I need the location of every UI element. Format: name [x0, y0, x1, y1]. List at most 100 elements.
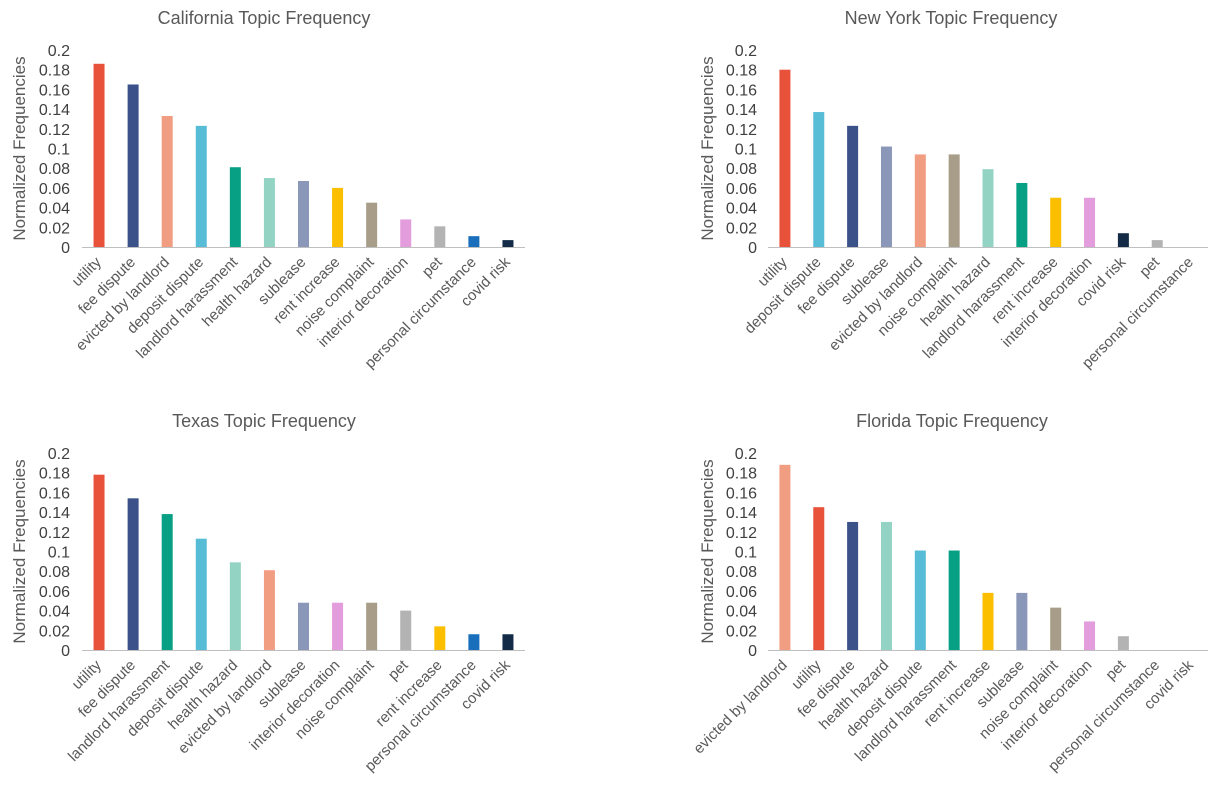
chart-title: New York Topic Frequency: [845, 8, 1058, 28]
y-tick-label: 0.12: [726, 122, 757, 139]
bar-interior-decoration: [332, 602, 344, 650]
bar-noise-complaint: [366, 602, 378, 650]
x-tick-label: evicted by landlord: [690, 657, 790, 757]
y-tick-label: 0.08: [39, 564, 70, 581]
bar-covid-risk: [1117, 233, 1129, 247]
x-tick-label: personal circumstance: [1079, 254, 1197, 372]
y-tick-label: 0.04: [39, 201, 70, 218]
y-axis-label: Normalized Frequencies: [10, 459, 29, 643]
bar-evicted-by-landlord: [263, 570, 275, 650]
bar-health-hazard: [982, 169, 994, 247]
y-tick-label: 0.12: [39, 525, 70, 542]
x-tick-label: pet: [419, 253, 446, 280]
y-tick-label: 0: [748, 643, 757, 660]
y-tick-label: 0.06: [39, 584, 70, 601]
y-axis-label: Normalized Frequencies: [698, 459, 717, 643]
y-tick-label: 0: [748, 240, 757, 257]
y-tick-label: 0.12: [726, 525, 757, 542]
y-tick-label: 0.04: [726, 201, 757, 218]
bar-utility: [93, 474, 105, 650]
y-tick-label: 0.2: [735, 446, 757, 463]
y-tick-label: 0.02: [39, 220, 70, 237]
chart-panel-california-topic-frequency: California Topic Frequency Normalized Fre…: [10, 8, 525, 372]
y-tick-label: 0.1: [48, 142, 70, 159]
y-tick-label: 0.1: [735, 545, 757, 562]
y-tick-label: 0.08: [726, 161, 757, 178]
bar-covid-risk: [502, 634, 514, 650]
bar-utility: [779, 69, 791, 247]
y-tick-label: 0.02: [39, 623, 70, 640]
y-tick-label: 0.16: [39, 485, 70, 502]
y-tick-label: 0.08: [726, 564, 757, 581]
bar-covid-risk: [502, 240, 514, 247]
bar-sublease: [880, 146, 892, 247]
bar-fee-dispute: [847, 125, 859, 247]
bar-landlord-harassment: [948, 550, 960, 650]
bar-utility: [813, 507, 825, 650]
chart-panel-florida-topic-frequency: Florida Topic Frequency Normalized Freque…: [690, 411, 1208, 775]
y-tick-label: 0.04: [726, 604, 757, 621]
bar-landlord-harassment: [229, 167, 241, 247]
y-tick-label: 0.14: [726, 102, 757, 119]
bar-deposit-dispute: [914, 550, 926, 650]
bar-noise-complaint: [366, 202, 378, 247]
bar-fee-dispute: [847, 521, 859, 650]
y-tick-label: 0.2: [48, 446, 70, 463]
y-tick-label: 0: [61, 643, 70, 660]
bar-pet: [434, 226, 446, 247]
y-tick-label: 0.2: [735, 43, 757, 60]
chart-title: Florida Topic Frequency: [856, 411, 1048, 431]
y-axis-label: Normalized Frequencies: [10, 56, 29, 240]
bar-sublease: [298, 181, 309, 247]
bar-sublease: [298, 602, 309, 650]
bar-rent-increase: [434, 626, 446, 650]
y-tick-label: 0.16: [726, 485, 757, 502]
bar-evicted-by-landlord: [161, 115, 173, 248]
bar-interior-decoration: [1084, 197, 1096, 247]
x-tick-label: pet: [385, 656, 412, 683]
y-tick-label: 0.16: [726, 82, 757, 99]
bar-rent-increase: [982, 592, 994, 650]
bar-sublease: [1016, 592, 1028, 650]
bar-pet: [1151, 240, 1163, 247]
bar-personal-circumstance: [468, 634, 480, 650]
y-tick-label: 0.1: [48, 545, 70, 562]
bar-interior-decoration: [1084, 621, 1096, 650]
y-tick-label: 0.14: [726, 505, 757, 522]
bar-noise-complaint: [1050, 607, 1062, 650]
chart-title: Texas Topic Frequency: [172, 411, 356, 431]
bar-pet: [1117, 636, 1129, 650]
bar-evicted-by-landlord: [914, 154, 926, 247]
y-tick-label: 0.14: [39, 505, 70, 522]
bar-deposit-dispute: [195, 125, 207, 247]
y-tick-label: 0: [61, 240, 70, 257]
chart-panel-texas-topic-frequency: Texas Topic Frequency Normalized Frequenc…: [10, 411, 525, 775]
y-tick-label: 0.08: [39, 161, 70, 178]
chart-panel-new-york-topic-frequency: New York Topic Frequency Normalized Frequ…: [698, 8, 1208, 372]
y-tick-label: 0.06: [726, 584, 757, 601]
bar-fee-dispute: [127, 84, 139, 247]
y-axis-label: Normalized Frequencies: [698, 56, 717, 240]
bar-health-hazard: [229, 562, 241, 650]
y-tick-label: 0.16: [39, 82, 70, 99]
bar-personal-circumstance: [468, 236, 480, 247]
bar-deposit-dispute: [813, 112, 825, 248]
y-tick-label: 0.04: [39, 604, 70, 621]
y-tick-label: 0.06: [726, 181, 757, 198]
bar-health-hazard: [880, 521, 892, 650]
y-tick-label: 0.18: [726, 63, 757, 80]
y-tick-label: 0.12: [39, 122, 70, 139]
bar-pet: [400, 610, 412, 650]
x-tick-label: personal circumstance: [1045, 657, 1163, 775]
bar-rent-increase: [332, 187, 344, 247]
y-tick-label: 0.2: [48, 43, 70, 60]
bar-landlord-harassment: [1016, 182, 1028, 247]
y-tick-label: 0.1: [735, 142, 757, 159]
y-tick-label: 0.18: [39, 63, 70, 80]
bar-deposit-dispute: [195, 538, 207, 650]
y-tick-label: 0.14: [39, 102, 70, 119]
y-tick-label: 0.18: [726, 466, 757, 483]
bar-evicted-by-landlord: [779, 464, 791, 650]
bar-interior-decoration: [400, 219, 412, 247]
